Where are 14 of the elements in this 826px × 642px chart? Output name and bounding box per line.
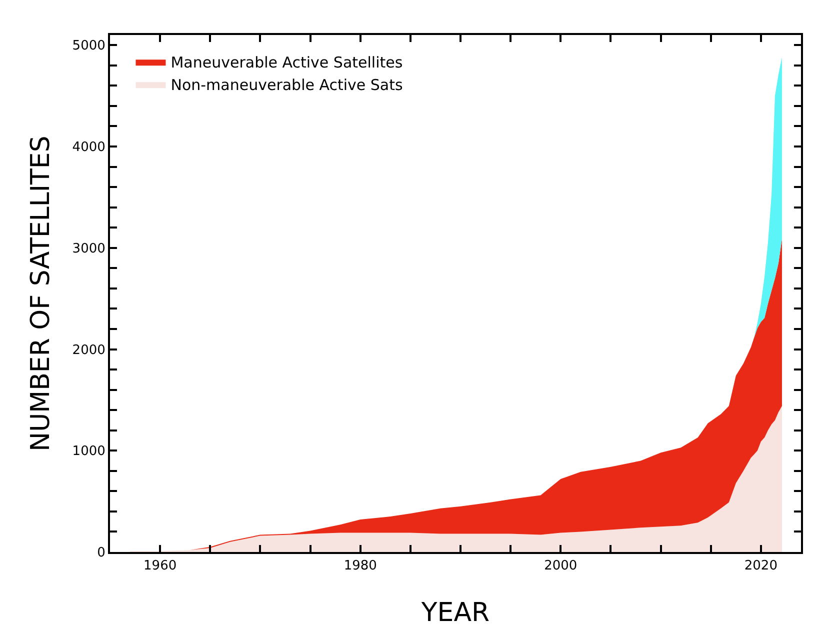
y-axis-title: NUMBER OF SATELLITES (26, 136, 56, 452)
y-tick-label: 5000 (72, 38, 106, 54)
y-tick-label: 2000 (72, 342, 106, 358)
y-tick-label: 3000 (72, 241, 106, 256)
y-tick-label: 4000 (72, 140, 106, 156)
x-axis-title: YEAR (420, 598, 490, 628)
y-tick-label: 1000 (72, 444, 106, 460)
x-tick-label: 2020 (744, 558, 778, 574)
y-tick-label: 0 (97, 546, 106, 561)
legend-label: Non-maneuverable Active Sats (170, 76, 404, 94)
x-tick-label: 2000 (544, 558, 578, 574)
x-tick-label: 1980 (344, 558, 377, 574)
legend-label: Maneuverable Active Satellites (170, 53, 403, 72)
x-tick-label: 1960 (144, 558, 177, 574)
